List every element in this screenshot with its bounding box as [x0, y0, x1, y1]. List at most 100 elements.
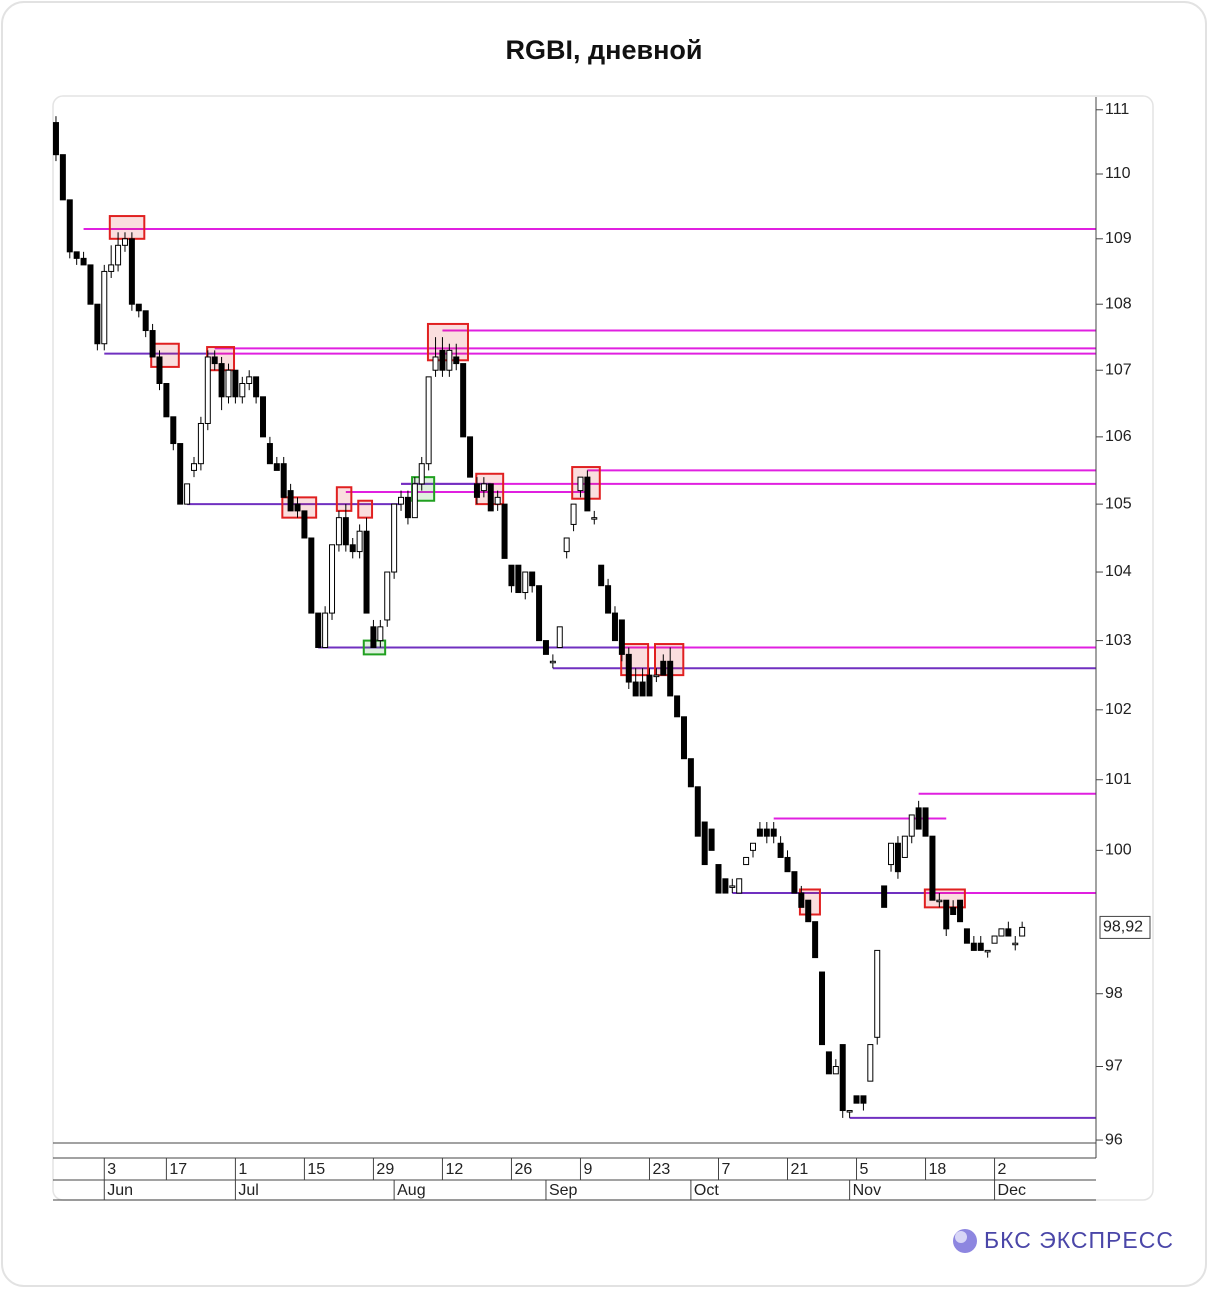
candle-body	[936, 899, 943, 903]
candle-body	[687, 758, 694, 788]
signal-box	[620, 643, 650, 677]
candle-body	[239, 382, 246, 398]
candle-body	[218, 363, 225, 398]
candle-body	[894, 842, 901, 873]
candle-body	[625, 653, 632, 683]
candle-body	[660, 660, 667, 676]
candle-body	[377, 626, 384, 642]
candle-body	[342, 517, 349, 546]
candle-body	[591, 517, 598, 520]
candle-body	[467, 436, 474, 478]
candle-body	[667, 660, 674, 697]
candle-body	[653, 674, 660, 678]
y-tick-label: 111	[1105, 101, 1129, 118]
candle-body	[756, 828, 763, 837]
last-price-label: 98,92	[1103, 919, 1143, 936]
candle-body	[832, 1066, 839, 1075]
x-tick-label: 18	[929, 1161, 947, 1178]
candle-body	[108, 264, 115, 272]
candle-body	[329, 544, 336, 614]
candle-body	[246, 376, 253, 384]
candle-body	[197, 422, 204, 465]
candle-body	[715, 864, 722, 894]
candle-body	[881, 885, 888, 908]
candle-body	[59, 154, 66, 201]
candle-body	[908, 814, 915, 837]
candle-body	[149, 330, 156, 358]
month-tick-label: Aug	[397, 1182, 425, 1199]
candle-body	[784, 856, 791, 873]
candle-body	[536, 585, 543, 642]
month-tick-label: Dec	[998, 1182, 1026, 1199]
candle-body	[874, 949, 881, 1038]
candle-body	[846, 1110, 853, 1113]
x-tick-label: 15	[307, 1161, 325, 1178]
candle-body	[605, 585, 612, 614]
candle-body	[736, 878, 743, 894]
candle-body	[184, 483, 191, 505]
chart-title: RGBI, дневной	[506, 35, 703, 65]
candle-body	[750, 842, 757, 851]
month-tick-label: Oct	[694, 1182, 719, 1199]
y-tick-label: 102	[1105, 701, 1132, 718]
candle-body	[404, 496, 411, 519]
y-tick-label: 109	[1105, 230, 1132, 247]
candle-body	[577, 476, 584, 492]
candle-body	[411, 483, 418, 519]
candle-body	[460, 363, 467, 438]
candle-body	[170, 416, 177, 445]
candle-body	[798, 892, 805, 908]
candle-body	[542, 640, 549, 655]
y-tick-label: 106	[1105, 428, 1132, 445]
candle-body	[363, 530, 370, 614]
candle-body	[501, 503, 508, 559]
signal-box	[335, 486, 353, 512]
candle-body	[570, 503, 577, 525]
candle-body	[232, 369, 239, 398]
y-tick-label: 110	[1105, 165, 1131, 182]
x-tick-label: 5	[860, 1161, 869, 1178]
candle-body	[977, 942, 984, 951]
x-tick-label: 26	[514, 1161, 532, 1178]
candle-body	[453, 356, 460, 365]
candle-body	[225, 369, 232, 398]
candle-body	[473, 483, 480, 498]
brand: БКС ЭКСПРЕСС	[984, 1227, 1174, 1253]
y-tick-label: 97	[1105, 1058, 1123, 1075]
candle-body	[743, 856, 750, 866]
brand-icon	[955, 1231, 967, 1243]
candle-body	[446, 349, 453, 371]
month-tick-label: Jul	[238, 1182, 258, 1199]
candle-body	[253, 376, 260, 398]
y-tick-label: 103	[1105, 632, 1132, 649]
candle-body	[611, 612, 618, 642]
candle-body	[957, 899, 964, 923]
candle-body	[825, 1051, 832, 1075]
y-tick-label: 107	[1105, 361, 1132, 378]
candle-body	[177, 443, 184, 505]
candle-body	[812, 921, 819, 959]
candle-body	[80, 257, 87, 266]
y-tick-label: 101	[1105, 771, 1132, 788]
candle-body	[777, 842, 784, 858]
candle-body	[94, 303, 101, 345]
candle-body	[273, 463, 280, 471]
candle-body	[853, 1095, 860, 1104]
candle-body	[121, 238, 128, 246]
candle-body	[722, 878, 729, 894]
month-tick-label: Sep	[549, 1182, 578, 1199]
candle-body	[929, 835, 936, 901]
candle-body	[839, 1044, 846, 1112]
candle-body	[432, 356, 439, 371]
candle-body	[970, 942, 977, 951]
candle-body	[791, 871, 798, 894]
signal-box	[108, 215, 146, 240]
y-tick-label: 100	[1105, 842, 1132, 859]
candle-body	[1005, 928, 1012, 937]
candle-body	[294, 503, 301, 512]
plot	[52, 116, 1096, 1119]
month-tick-label: Nov	[853, 1182, 881, 1199]
candle-body	[770, 828, 777, 837]
candle-body	[915, 807, 922, 830]
